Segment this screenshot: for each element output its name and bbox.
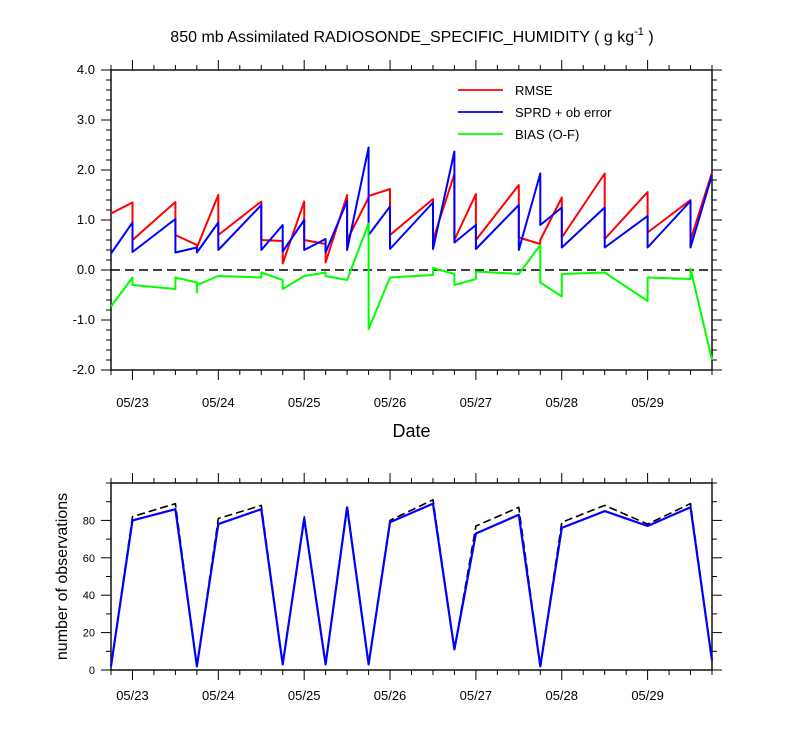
legend-label: BIAS (O-F) [515,127,579,142]
y-tick-label: 1.0 [77,212,95,227]
panel-observations: 0 20 40 60 80 05/23 05/24 05/25 05/26 05/27 05/28 0… [54,473,722,703]
x-tick-label: 05/25 [288,688,321,703]
legend-label: SPRD + ob error [515,105,612,120]
legend: RMSE SPRD + ob error BIAS (O-F) [458,83,612,142]
x-tick-label: 05/24 [202,688,235,703]
y-tick-label: -2.0 [73,362,95,377]
y-tick-label: 40 [83,590,95,602]
y-tick-label: 80 [83,515,95,527]
y-tick-label: 20 [83,628,95,640]
y-axis-title: number of observations [54,493,71,660]
x-tick-label: 05/29 [631,688,664,703]
x-axis-title: Date [392,421,430,441]
x-tick-label: 05/26 [374,395,407,410]
x-tick-label: 05/26 [374,688,407,703]
series-line-bias-o-f [110,222,713,361]
x-tick-label: 05/29 [631,395,664,410]
panel-main: 4.0 3.0 2.0 1.0 0.0 -1.0 -2.0 05/23 05/24 05/25 05… [73,26,722,441]
series-line-rmse [110,172,713,265]
x-tick-label: 05/28 [545,688,578,703]
x-tick-label: 05/24 [202,395,235,410]
y-tick-label: 0 [89,665,95,677]
y-tick-label: 2.0 [77,162,95,177]
y-tick-label: 0.0 [77,262,95,277]
legend-label: RMSE [515,83,553,98]
y-tick-label: -1.0 [73,312,95,327]
y-tick-label: 4.0 [77,62,95,77]
x-tick-label: 05/23 [116,395,149,410]
x-tick-label: 05/25 [288,395,321,410]
x-tick-label: 05/27 [460,688,493,703]
x-tick-label: 05/28 [545,395,578,410]
x-tick-label: 05/23 [116,688,149,703]
y-tick-label: 3.0 [77,112,95,127]
y-tick-label: 60 [83,553,95,565]
chart-title: 850 mb Assimilated RADIOSONDE_SPECIFIC_H… [170,26,653,46]
series-line-sprd-ob-error [110,146,713,255]
x-tick-label: 05/27 [460,395,493,410]
series-line-solid [109,502,714,668]
